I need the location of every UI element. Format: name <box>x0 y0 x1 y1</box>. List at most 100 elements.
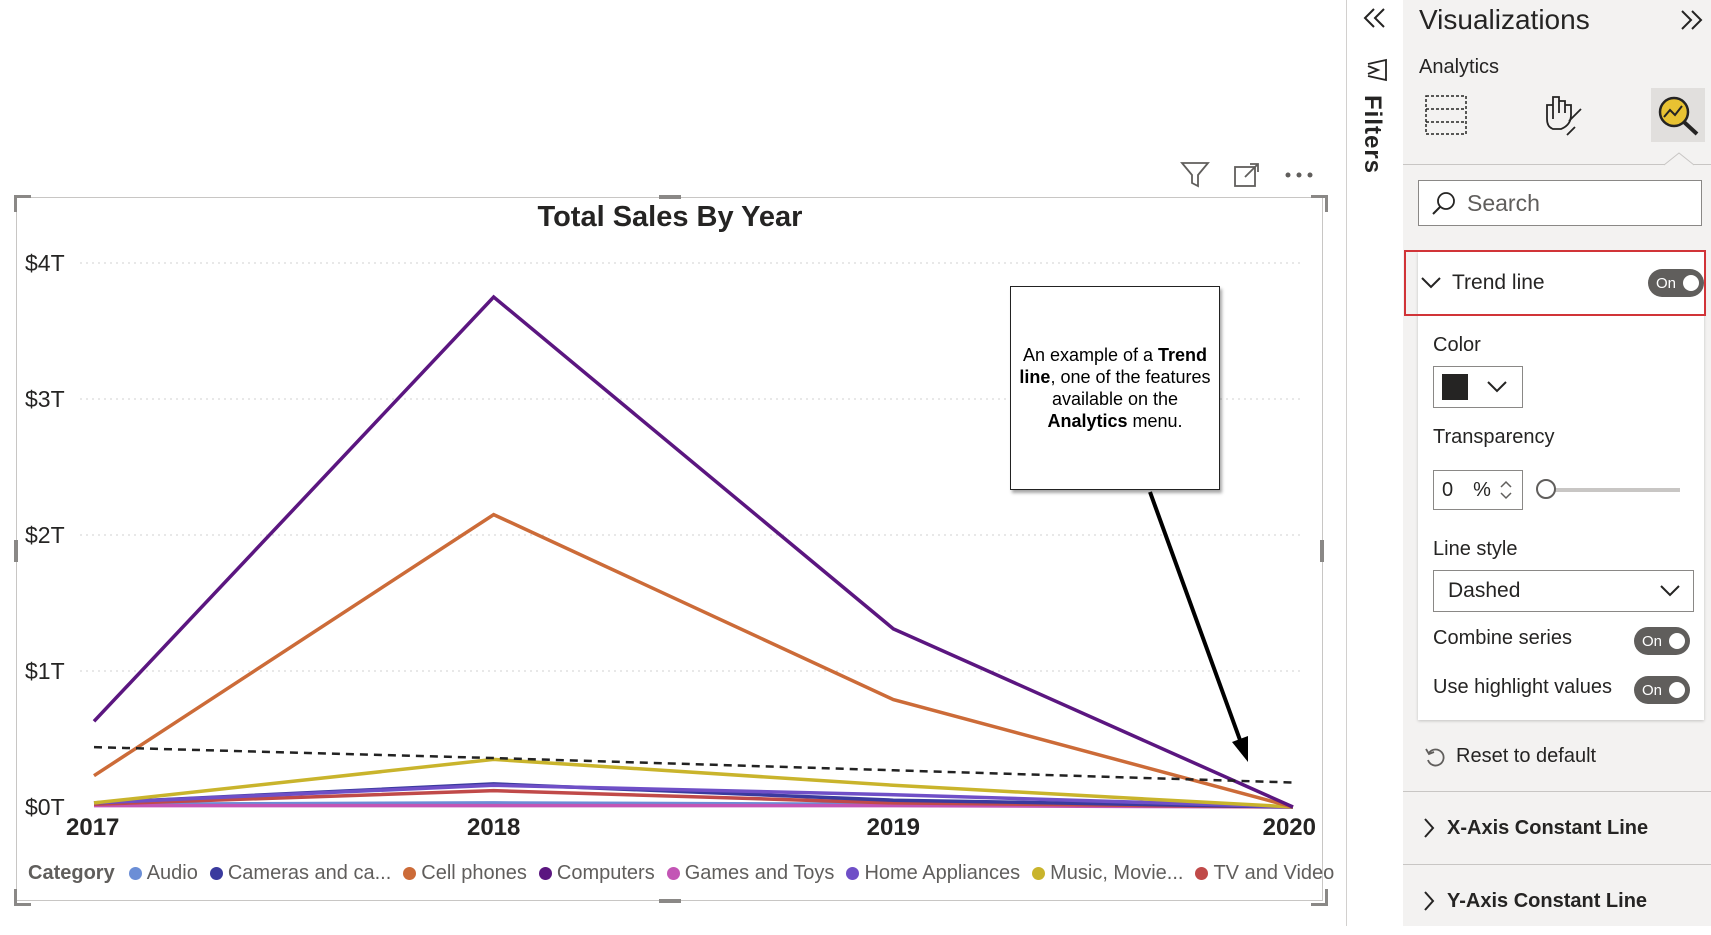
legend-item[interactable]: Games and Toys <box>666 862 835 885</box>
legend-marker <box>1032 867 1046 880</box>
more-options-icon[interactable] <box>1284 160 1314 190</box>
resize-handle-left[interactable] <box>14 540 18 562</box>
legend-item[interactable]: Cameras and ca... <box>209 862 392 885</box>
legend-marker <box>846 867 860 880</box>
chart-series <box>92 294 1294 809</box>
legend-label: Cameras and ca... <box>227 862 392 884</box>
chevron-down-icon <box>1486 380 1508 394</box>
y-tick-label: $2T <box>25 522 65 548</box>
legend-label: Audio <box>146 862 198 884</box>
expand-filters-icon[interactable] <box>1362 6 1388 35</box>
visual-header-toolbar <box>1180 160 1314 190</box>
resize-corner-bottom-right[interactable] <box>1311 889 1328 906</box>
legend-label: Music, Movie... <box>1050 862 1184 884</box>
transparency-label: Transparency <box>1433 426 1555 448</box>
resize-corner-top-right[interactable] <box>1311 195 1328 212</box>
reset-to-default-button[interactable]: Reset to default <box>1424 745 1596 768</box>
x-tick-label: 2020 <box>1263 814 1316 841</box>
filters-label[interactable]: Filters <box>1359 95 1386 175</box>
legend-label: Home Appliances <box>864 862 1021 884</box>
transparency-unit: % <box>1473 478 1491 501</box>
x-axis-ticks: 2017 2018 2019 2020 <box>66 814 1316 841</box>
chevron-down-icon <box>1420 276 1442 290</box>
resize-handle-top[interactable] <box>659 195 681 199</box>
filter-icon[interactable] <box>1180 160 1210 190</box>
reset-label: Reset to default <box>1456 745 1597 767</box>
y-axis-ticks: $0T $1T $2T $3T $4T <box>25 250 65 820</box>
transparency-slider-track[interactable] <box>1546 488 1680 492</box>
line-style-dropdown[interactable]: Dashed <box>1433 570 1694 612</box>
fields-grid-icon <box>1425 95 1467 135</box>
legend-marker <box>538 867 552 880</box>
transparency-input[interactable]: 0 % <box>1433 470 1523 510</box>
resize-corner-bottom-left[interactable] <box>14 889 31 906</box>
use-highlight-toggle[interactable]: On <box>1634 676 1690 704</box>
legend-label: Computers <box>556 862 655 884</box>
legend-item[interactable]: Music, Movie... <box>1032 862 1183 885</box>
transparency-slider-thumb[interactable] <box>1536 479 1556 499</box>
legend-marker <box>1195 867 1209 880</box>
tab-format[interactable] <box>1536 88 1590 142</box>
format-paintbrush-icon <box>1546 96 1582 136</box>
use-highlight-label: Use highlight values <box>1433 676 1612 698</box>
tab-divider <box>1403 164 1711 165</box>
search-box[interactable]: Search <box>1418 180 1702 226</box>
resize-handle-right[interactable] <box>1320 540 1324 562</box>
search-icon <box>1431 190 1457 216</box>
combine-series-toggle[interactable]: On <box>1634 627 1690 655</box>
legend-item[interactable]: Home Appliances <box>846 862 1020 885</box>
series-line[interactable] <box>93 757 1294 809</box>
search-placeholder: Search <box>1467 189 1540 216</box>
section-divider <box>1403 864 1711 865</box>
filters-pane-collapsed[interactable] <box>1348 0 1402 926</box>
tab-analytics[interactable] <box>1651 88 1705 142</box>
chart-legend: Category Audio Cameras and ca... Cell phon… <box>28 862 1334 885</box>
legend-label: TV and Video <box>1213 862 1335 884</box>
color-picker[interactable] <box>1433 366 1523 408</box>
series-line[interactable] <box>92 294 1294 809</box>
x-tick-label: 2018 <box>467 814 520 841</box>
legend-marker <box>209 867 223 880</box>
collapse-pane-icon[interactable] <box>1678 8 1704 37</box>
line-style-label: Line style <box>1433 538 1518 560</box>
color-swatch <box>1442 374 1468 400</box>
spinner-arrows-icon[interactable] <box>1499 479 1513 501</box>
legend-label: Games and Toys <box>684 862 835 884</box>
legend-label: Cell phones <box>421 862 527 884</box>
series-line[interactable] <box>93 783 1294 809</box>
pane-divider <box>1346 0 1347 926</box>
focus-mode-icon[interactable] <box>1232 160 1262 190</box>
toggle-label: On <box>1642 681 1663 699</box>
toggle-knob <box>1669 682 1685 698</box>
legend-item[interactable]: Computers <box>538 862 655 885</box>
section-label: X-Axis Constant Line <box>1447 816 1649 839</box>
legend-item[interactable]: TV and Video <box>1195 862 1334 885</box>
trend-line-toggle[interactable]: On <box>1648 269 1704 297</box>
toggle-knob <box>1683 275 1699 291</box>
pane-subtitle: Analytics <box>1419 56 1500 78</box>
chevron-right-icon <box>1423 890 1435 912</box>
resize-corner-top-left[interactable] <box>14 195 31 212</box>
color-label: Color <box>1433 334 1481 356</box>
section-label: Y-Axis Constant Line <box>1447 889 1648 912</box>
tab-fields[interactable] <box>1419 88 1473 142</box>
y-tick-label: $0T <box>25 794 65 820</box>
line-chart: $0T $1T $2T $3T $4T 2017 2018 2019 2020 Total S… <box>25 201 1316 841</box>
combine-series-label: Combine series <box>1433 627 1572 649</box>
toggle-label: On <box>1642 632 1663 650</box>
section-x-axis-constant-line[interactable]: X-Axis Constant Line <box>1403 794 1711 862</box>
legend-item[interactable]: Cell phones <box>403 862 527 885</box>
annotation-callout: An example of a Trend line, one of the f… <box>1010 286 1220 490</box>
line-style-value: Dashed <box>1448 579 1521 602</box>
series-line[interactable] <box>93 512 1294 809</box>
toggle-label: On <box>1656 274 1677 292</box>
y-tick-label: $1T <box>25 658 65 684</box>
trend-line-header[interactable]: Trend line <box>1404 250 1706 316</box>
active-tab-indicator <box>1663 152 1695 171</box>
resize-handle-bottom[interactable] <box>659 899 681 903</box>
analytics-magnifier-icon <box>1658 96 1699 136</box>
y-tick-label: $3T <box>25 386 65 412</box>
x-tick-label: 2019 <box>867 814 920 841</box>
section-y-axis-constant-line[interactable]: Y-Axis Constant Line <box>1403 867 1711 935</box>
legend-item[interactable]: Audio <box>128 862 198 885</box>
